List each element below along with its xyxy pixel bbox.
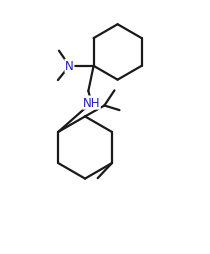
Text: N: N xyxy=(65,60,74,73)
Text: NH: NH xyxy=(83,97,100,110)
